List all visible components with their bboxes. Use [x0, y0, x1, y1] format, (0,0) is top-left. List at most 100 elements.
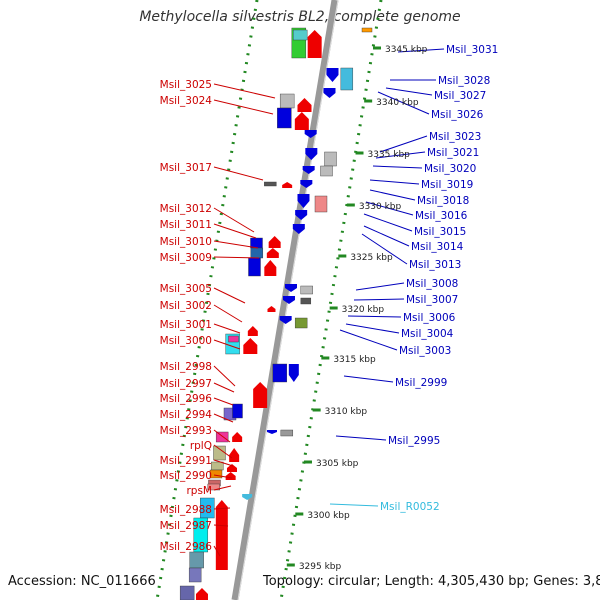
right-gene-label: Msil_3015	[414, 226, 466, 238]
right-leader-10	[363, 213, 413, 232]
gene-block-44	[232, 403, 243, 419]
left-leader-9	[213, 323, 241, 334]
left-gene-label: Msil_3010	[160, 236, 212, 248]
left-gene-label: Msil_2990	[160, 470, 212, 482]
gene-arrow-reverse-22	[292, 224, 305, 234]
right-leader-2	[385, 87, 433, 96]
right-gene-label: Msil_3008	[406, 278, 458, 290]
left-gene-label: Msil_3000	[160, 335, 212, 347]
left-leader-16	[213, 444, 233, 459]
left-gene-label: Msil_3001	[160, 319, 212, 331]
gene-block-3	[361, 27, 373, 33]
left-leader-2	[213, 166, 264, 181]
tick-label: 3335 kbp	[367, 150, 410, 160]
tick-label: 3320 kbp	[342, 305, 385, 315]
tick-label: 3340 kbp	[376, 98, 419, 108]
gene-arrow-reverse-16	[300, 180, 313, 188]
right-gene-label: Msil_3026	[431, 109, 484, 121]
tick-label: 3300 kbp	[307, 511, 350, 521]
right-gene-label: Msil_3007	[406, 294, 458, 306]
left-gene-label: Msil_2994	[160, 409, 213, 421]
left-gene-label: Msil_2987	[160, 520, 212, 532]
left-gene-label: Msil_2986	[160, 541, 213, 553]
left-leader-21	[213, 524, 229, 527]
right-gene-label: Msil_3014	[411, 241, 464, 253]
gene-block-15	[320, 165, 333, 177]
gene-arrow-forward-59	[215, 500, 228, 570]
label-leader-lines	[213, 48, 445, 557]
tick-label: 3310 kbp	[325, 407, 368, 417]
genome-title: Methylocella silvestris BL2, complete ge…	[139, 9, 461, 25]
right-gene-label: Msil_3019	[421, 179, 473, 191]
left-leader-13	[213, 397, 234, 406]
right-gene-label: Msil_3020	[424, 163, 476, 175]
left-gene-label: Msil_3009	[160, 252, 212, 264]
left-gene-label: rpsM	[186, 485, 212, 497]
right-leader-17	[339, 329, 398, 351]
tick-label: 3330 kbp	[359, 202, 402, 212]
right-leader-15	[347, 315, 402, 318]
right-leader-3	[377, 91, 430, 115]
gene-arrow-forward-26	[266, 248, 279, 258]
gene-arrow-reverse-5	[326, 68, 339, 82]
left-gene-label: Msil_3024	[160, 95, 213, 107]
right-gene-label: Msil_3003	[399, 345, 451, 357]
gene-arrow-reverse-12	[305, 148, 318, 160]
gene-block-32	[300, 297, 312, 305]
gene-arrow-reverse-57	[242, 494, 253, 500]
gene-block-38	[228, 335, 239, 343]
left-leader-18	[213, 474, 233, 479]
tick-label: 3325 kbp	[350, 253, 393, 263]
right-gene-label: Msil_3021	[427, 147, 479, 159]
right-leader-11	[363, 225, 410, 247]
right-leader-7	[369, 179, 420, 185]
left-leader-8	[213, 304, 243, 323]
gene-block-20	[314, 195, 328, 213]
gene-block-51	[211, 461, 224, 471]
gene-arrow-reverse-34	[279, 316, 292, 324]
gene-arrow-forward-48	[232, 432, 243, 442]
left-leader-6	[213, 256, 260, 259]
gene-block-17	[264, 181, 277, 187]
gene-arrow-forward-36	[247, 326, 258, 336]
left-leader-15	[213, 429, 231, 443]
gene-block-47	[215, 431, 229, 443]
left-gene-label: Msil_2991	[160, 455, 212, 467]
left-leader-20	[213, 507, 231, 510]
gene-arrow-forward-1	[307, 30, 322, 58]
gene-arrow-forward-18	[282, 182, 293, 188]
right-leader-4	[379, 135, 428, 153]
right-leader-8	[369, 189, 416, 201]
right-gene-label: Msil_3027	[434, 90, 486, 102]
left-leader-1	[213, 99, 274, 115]
right-leader-12	[361, 233, 408, 265]
gene-block-25	[250, 247, 264, 259]
gene-block-49	[213, 445, 226, 461]
gene-block-13	[324, 151, 337, 167]
right-gene-label: Msil_2999	[395, 377, 447, 389]
left-gene-label: Msil_3025	[160, 79, 212, 91]
gene-block-40	[272, 363, 288, 383]
gene-arrow-forward-50	[229, 448, 240, 462]
gene-arrow-forward-33	[267, 306, 276, 312]
gene-block-35	[294, 317, 308, 329]
right-leader-18	[343, 375, 394, 383]
right-leader-14	[353, 298, 405, 301]
right-gene-label: Msil_3023	[429, 131, 481, 143]
right-leader-16	[345, 323, 400, 334]
left-leader-17	[213, 459, 234, 467]
gene-block-61	[189, 551, 204, 569]
left-leader-7	[213, 287, 246, 304]
gene-block-53	[209, 469, 223, 479]
right-leader-13	[355, 282, 405, 291]
gene-arrow-reverse-29	[284, 284, 297, 292]
gene-block-46	[280, 429, 294, 437]
right-leader-20	[329, 503, 379, 507]
left-gene-label: Msil_2998	[160, 361, 212, 373]
left-leader-0	[213, 83, 276, 99]
right-gene-label: Msil_3031	[446, 44, 498, 56]
gene-arrow-reverse-21	[295, 210, 308, 220]
topology-summary: Topology: circular; Length: 4,305,430 bp…	[263, 574, 600, 589]
gene-arrow-reverse-45	[266, 430, 277, 434]
